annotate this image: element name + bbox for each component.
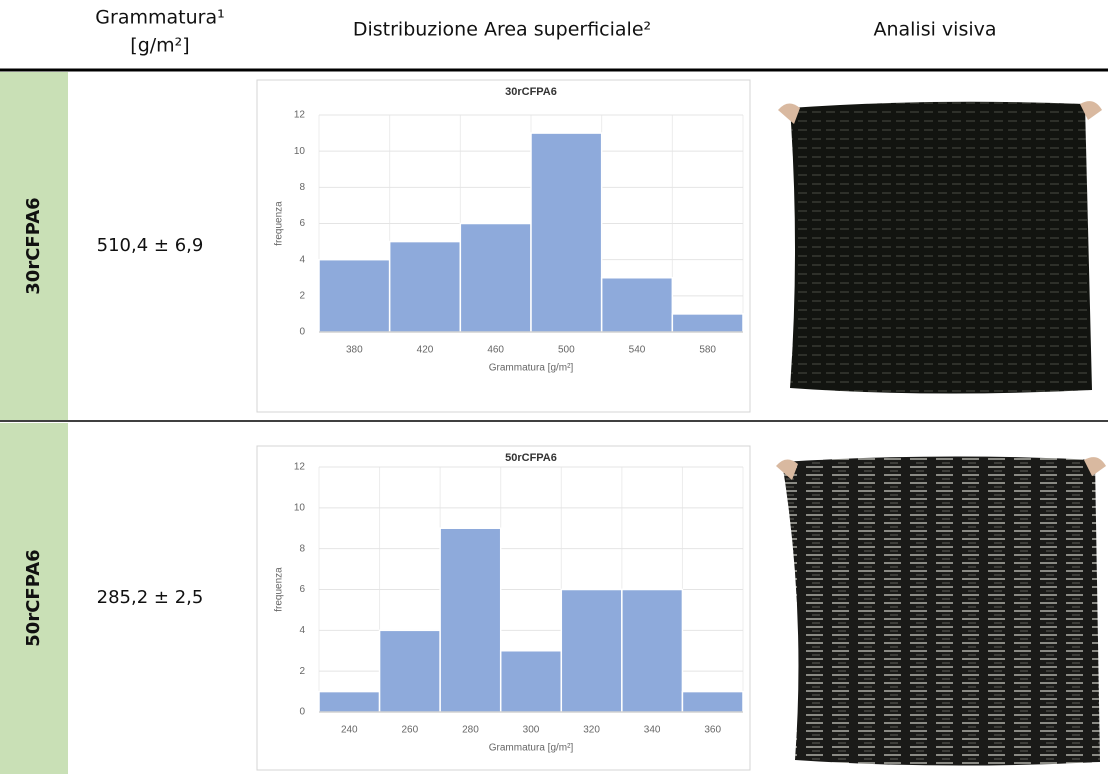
chart-title: 30rCFPA6 — [505, 86, 557, 98]
bar — [380, 630, 441, 712]
row-label: 30rCFPA6 — [23, 197, 44, 294]
y-tick-label: 4 — [299, 625, 305, 636]
bar — [440, 528, 501, 712]
bar — [561, 590, 622, 713]
x-tick-label: 380 — [346, 345, 363, 356]
y-tick-label: 2 — [299, 290, 305, 301]
bar — [460, 224, 531, 333]
bar — [501, 651, 562, 712]
y-axis-title: frequenza — [274, 567, 285, 612]
chart-title: 50rCFPA6 — [505, 452, 557, 464]
x-tick-label: 320 — [583, 725, 600, 736]
x-tick-label: 460 — [487, 345, 504, 356]
x-tick-label: 240 — [341, 725, 358, 736]
bar — [390, 242, 461, 332]
header-cell: Distribuzione Area superficiale² — [353, 19, 651, 41]
bar — [622, 590, 683, 713]
x-tick-label: 580 — [699, 345, 716, 356]
y-tick-label: 12 — [294, 462, 306, 473]
bar — [682, 692, 743, 712]
y-tick-label: 12 — [294, 110, 306, 121]
y-tick-label: 4 — [299, 254, 305, 265]
grammatura-value: 285,2 ± 2,5 — [97, 587, 204, 608]
photo — [778, 101, 1102, 393]
y-axis-title: frequenza — [274, 201, 285, 246]
header-cell: Grammatura¹ — [95, 7, 224, 29]
y-tick-label: 8 — [299, 182, 305, 193]
bar — [531, 133, 602, 332]
x-axis-title: Grammatura [g/m²] — [489, 363, 574, 374]
bar — [672, 314, 743, 332]
bar — [602, 278, 673, 332]
x-tick-label: 260 — [402, 725, 419, 736]
y-tick-label: 8 — [299, 543, 305, 554]
y-tick-label: 10 — [294, 502, 306, 513]
y-tick-label: 2 — [299, 666, 305, 677]
y-tick-label: 6 — [299, 584, 305, 595]
header-cell: Analisi visiva — [873, 19, 996, 41]
x-tick-label: 340 — [644, 725, 661, 736]
x-tick-label: 300 — [523, 725, 540, 736]
x-tick-label: 280 — [462, 725, 479, 736]
x-axis-title: Grammatura [g/m²] — [489, 743, 574, 754]
header-cell: [g/m²] — [130, 35, 189, 57]
page: Grammatura¹ [g/m²] Distribuzione Area su… — [0, 0, 1108, 774]
x-tick-label: 500 — [558, 345, 575, 356]
photo — [776, 456, 1106, 765]
y-tick-label: 6 — [299, 218, 305, 229]
bar — [319, 260, 390, 332]
row-label: 50rCFPA6 — [23, 549, 44, 646]
y-tick-label: 0 — [299, 327, 305, 338]
bar — [319, 692, 380, 712]
x-tick-label: 540 — [629, 345, 646, 356]
x-tick-label: 360 — [704, 725, 721, 736]
x-tick-label: 420 — [417, 345, 434, 356]
y-tick-label: 10 — [294, 146, 306, 157]
y-tick-label: 0 — [299, 707, 305, 718]
grammatura-value: 510,4 ± 6,9 — [97, 235, 204, 256]
